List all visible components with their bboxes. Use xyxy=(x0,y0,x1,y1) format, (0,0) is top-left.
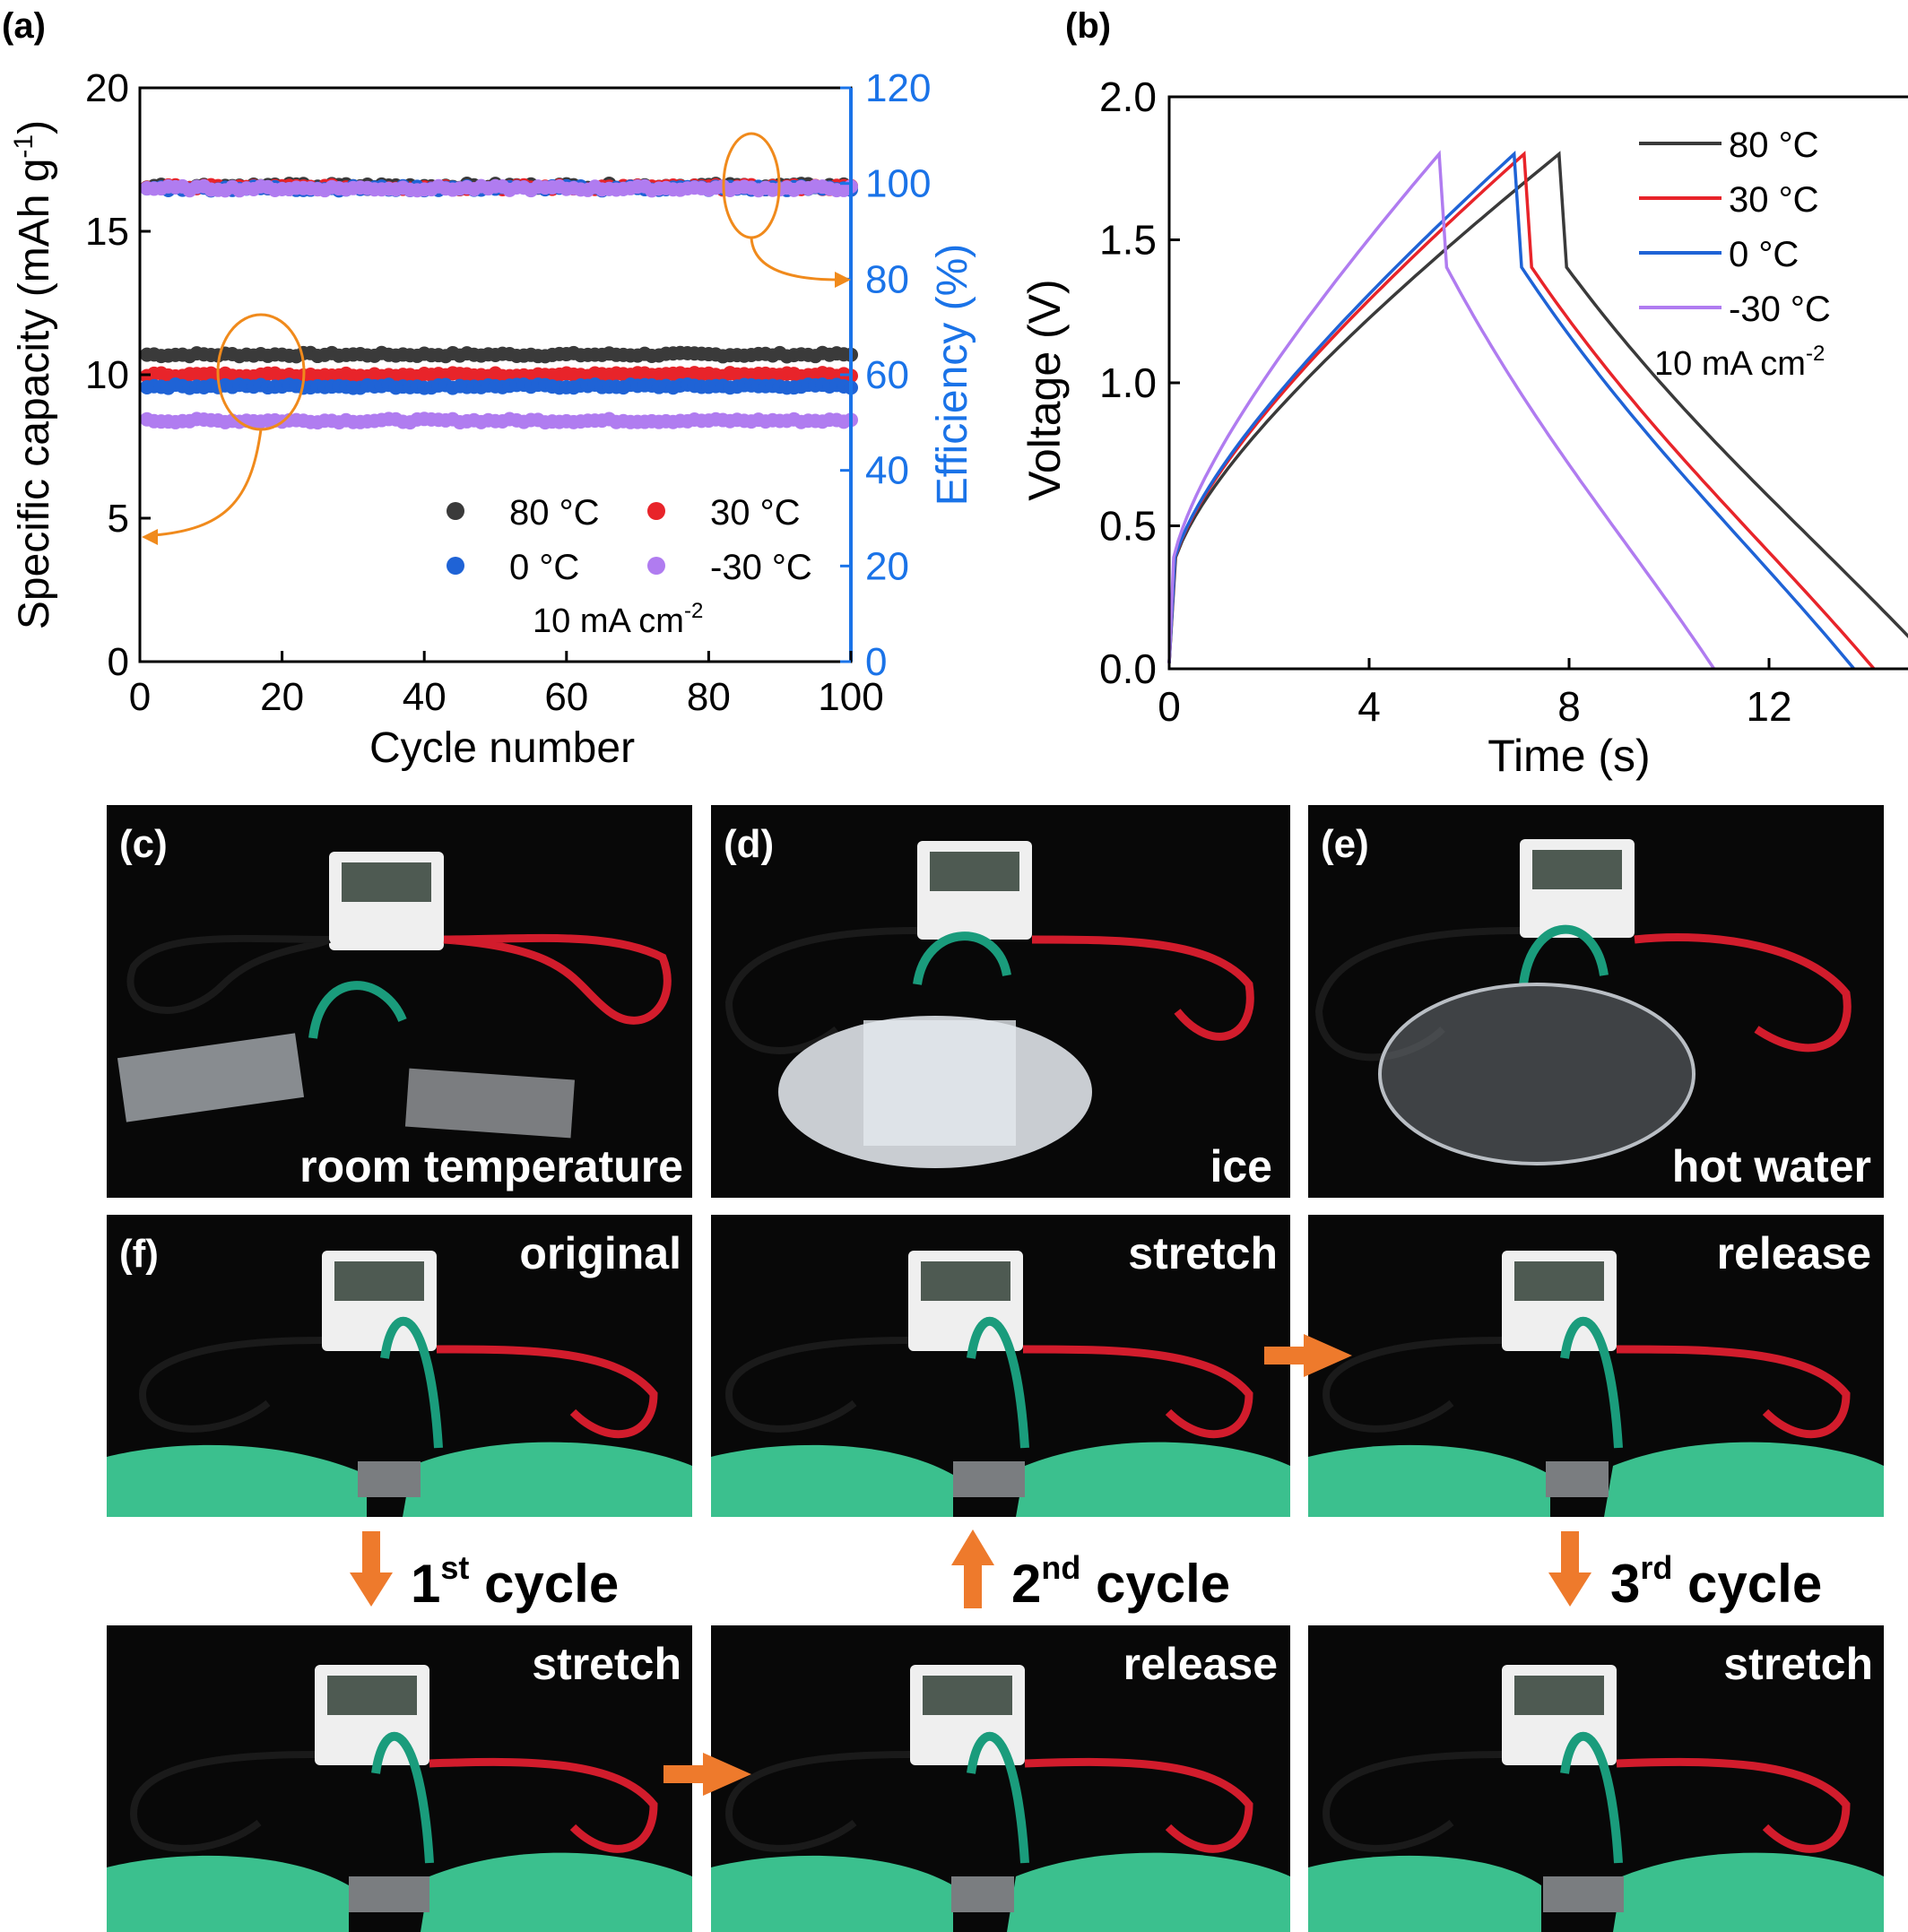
photo-original: (f) original xyxy=(107,1215,692,1517)
x-tick-label: 100 xyxy=(818,675,883,719)
arrowhead-left xyxy=(142,529,158,545)
panel-label-e: (e) xyxy=(1321,822,1369,866)
y-tick-label: 1.0 xyxy=(1099,360,1157,406)
photo-stretch-3: stretch xyxy=(1308,1625,1884,1932)
legend-marker-m30 xyxy=(647,557,665,575)
y-tick-label: 5 xyxy=(108,497,129,541)
right-axis-label: Efficiency (%) xyxy=(929,244,976,507)
legend-label-80: 80 °C xyxy=(509,493,600,533)
legend-label: -30 °C xyxy=(1729,290,1831,329)
y2-tick-label: 100 xyxy=(865,162,931,206)
photo-room-temperature: (c) room temperature xyxy=(107,805,692,1198)
y2-tick-label: 40 xyxy=(865,449,909,493)
x-tick-label: 0 xyxy=(129,675,151,719)
arrow-down-1 xyxy=(350,1531,393,1607)
y-tick-label: 1.5 xyxy=(1099,217,1157,264)
legend-label: 30 °C xyxy=(1729,180,1819,220)
legend-label: 80 °C xyxy=(1729,126,1819,165)
y2-tick-label: 20 xyxy=(865,544,909,588)
x-tick-label: 40 xyxy=(403,675,447,719)
photo-release-2: release xyxy=(711,1625,1290,1932)
photo-release-3: release xyxy=(1308,1215,1884,1517)
photo-caption-d: ice xyxy=(1210,1141,1272,1191)
x-tick-label: 8 xyxy=(1557,683,1581,730)
x-tick-label: 80 xyxy=(687,675,731,719)
photo-caption-f2: stretch xyxy=(1128,1228,1278,1278)
y2-tick-label: 80 xyxy=(865,257,909,301)
series-line xyxy=(1167,151,1856,671)
photo-caption-f3: release xyxy=(1716,1228,1871,1278)
cycle-label-2: 2nd cycle xyxy=(1011,1549,1231,1614)
series-line xyxy=(1167,150,1716,670)
arrow-right-bottom xyxy=(663,1753,751,1796)
photo-caption-c: room temperature xyxy=(299,1141,683,1191)
y-axis-label: Specific capacity (mAh g-1) xyxy=(9,120,58,629)
y-tick-label: 20 xyxy=(85,66,129,110)
y-tick-label: 0 xyxy=(108,640,129,684)
panel-label-f: (f) xyxy=(119,1232,159,1276)
x-axis-label: Time (s) xyxy=(1487,731,1650,781)
x-axis-label: Cycle number xyxy=(369,724,635,772)
legend-label-m30: -30 °C xyxy=(710,548,812,587)
photo-caption-e: hot water xyxy=(1671,1141,1871,1191)
x-tick-label: 12 xyxy=(1746,683,1791,730)
series-line xyxy=(1167,151,1908,663)
photo-caption-f5: release xyxy=(1123,1639,1278,1689)
x-tick-label: 60 xyxy=(544,675,588,719)
y2-tick-label: 0 xyxy=(865,640,887,684)
photo-hot-water: (e) hot water xyxy=(1308,805,1884,1198)
photo-stretch-2: stretch xyxy=(711,1215,1290,1517)
panel-label-a: (a) xyxy=(2,6,46,46)
legend: 80 °C 30 °C 0 °C -30 °C xyxy=(1639,126,1831,329)
arrowhead-right xyxy=(835,272,851,288)
legend-marker-0 xyxy=(447,557,464,575)
chart-b: (b) 04812160.00.51.01.52.0 Time (s) Volt… xyxy=(1019,6,1908,781)
legend-label-30: 30 °C xyxy=(710,493,801,533)
legend-marker-30 xyxy=(647,502,665,520)
annotation-arrow-capacity xyxy=(153,429,263,537)
x-tick-label: 20 xyxy=(260,675,304,719)
annotation-arrow-efficiency xyxy=(750,237,839,282)
arrow-up-2 xyxy=(951,1529,994,1608)
series-line xyxy=(1167,151,1876,671)
photo-caption-f1: original xyxy=(519,1228,681,1278)
y-tick-label: 10 xyxy=(85,353,129,397)
cycle-label-1: 1st cycle xyxy=(411,1549,620,1614)
y-tick-label: 2.0 xyxy=(1099,74,1157,120)
legend-label-0: 0 °C xyxy=(509,548,579,587)
x-tick-label: 0 xyxy=(1158,683,1181,730)
y-tick-label: 0.5 xyxy=(1099,503,1157,550)
photo-caption-f6: stretch xyxy=(1723,1639,1873,1689)
x-tick-label: 4 xyxy=(1357,683,1381,730)
y2-tick-label: 60 xyxy=(865,353,909,397)
current-density-note: 10 mA cm-2 xyxy=(1654,342,1825,383)
arrow-right-top xyxy=(1264,1334,1352,1377)
panel-label-b: (b) xyxy=(1065,6,1111,46)
y2-tick-label: 120 xyxy=(865,66,931,110)
photo-stretch-1: stretch xyxy=(107,1625,692,1932)
y-tick-label: 0.0 xyxy=(1099,645,1157,692)
y-tick-label: 15 xyxy=(85,210,129,254)
y-axis-label: Voltage (V) xyxy=(1019,279,1070,500)
arrow-down-3 xyxy=(1548,1531,1591,1607)
legend-marker-80 xyxy=(447,502,464,520)
photo-ice: (d) ice xyxy=(711,805,1290,1198)
cycle-label-3: 3rd cycle xyxy=(1610,1549,1823,1614)
current-density-note: 10 mA cm-2 xyxy=(533,599,703,640)
chart-a: (a) 0 20 40 60 80 10005101520020406080100120 … xyxy=(2,6,976,772)
panel-label-d: (d) xyxy=(724,822,775,866)
legend-label: 0 °C xyxy=(1729,235,1799,274)
legend: 80 °C 30 °C 0 °C -30 °C 10 mA cm-2 xyxy=(447,493,812,640)
panel-label-c: (c) xyxy=(119,822,168,866)
photo-caption-f4: stretch xyxy=(532,1639,681,1689)
